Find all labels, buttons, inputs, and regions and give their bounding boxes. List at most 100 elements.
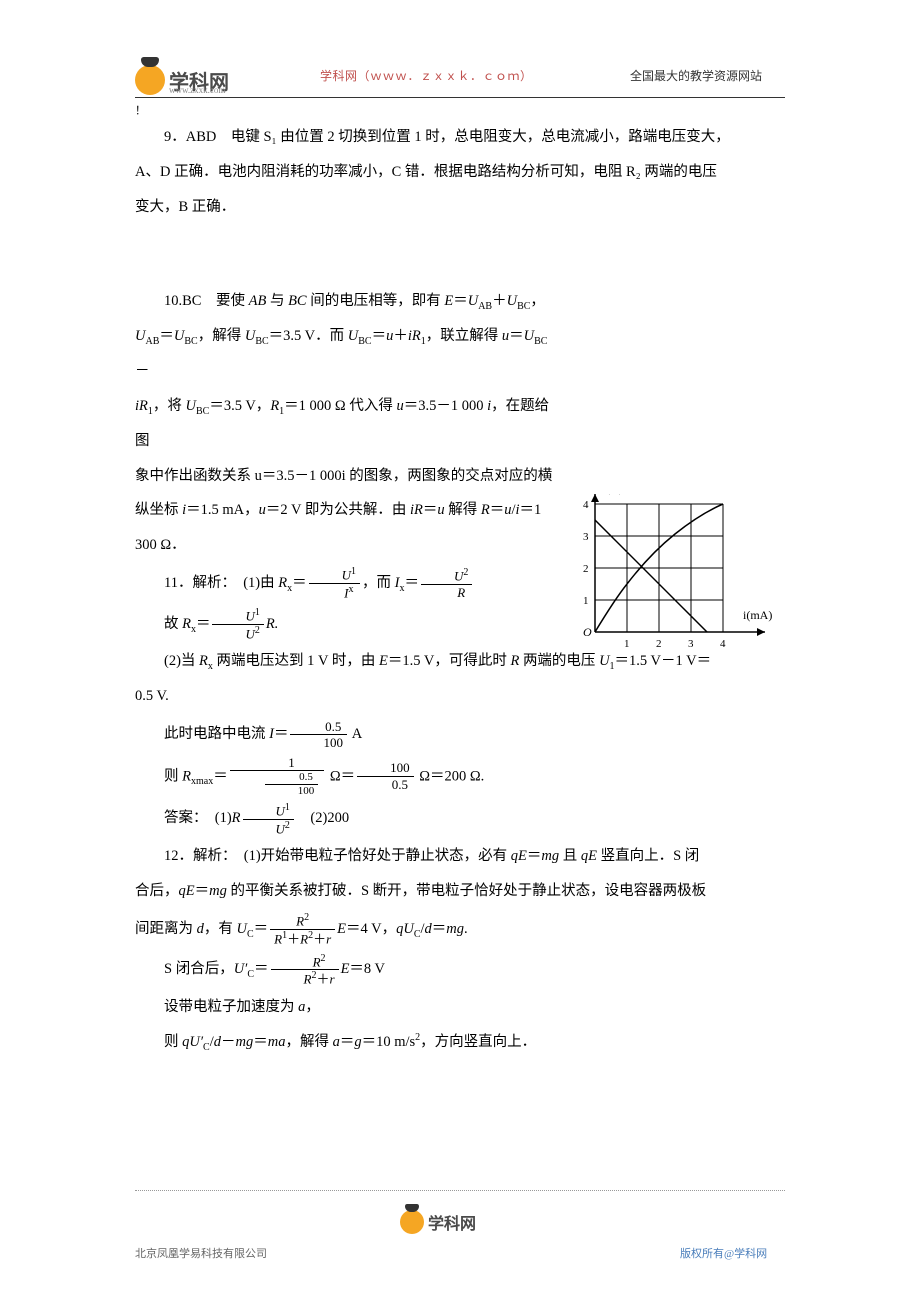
s: 2 (304, 912, 309, 923)
t: R. (266, 616, 278, 632)
t: 解得 (445, 502, 481, 518)
mg: mg (209, 883, 227, 899)
t: 10.BC 要使 (164, 293, 249, 309)
t: 则 (164, 1034, 182, 1050)
d: d (425, 921, 432, 937)
q9-line2: A、D 正确．电池内阻消耗的功率减小，C 错．根据电路结构分析可知，电阻 R₂ … (135, 155, 785, 190)
s: 2 (321, 953, 326, 964)
d: R (421, 585, 472, 601)
q12-line6: 则 qU′C/d－mg＝ma，解得 a＝g＝10 m/s2，方向竖直向上． (135, 1025, 785, 1060)
iR: iR (135, 398, 148, 414)
logo: 学科网 www.zxxk.com (135, 60, 235, 100)
t: 故 (164, 616, 182, 632)
q11-line5: 此时电路中电流 I＝0.5100 A (135, 714, 785, 755)
t: ＝1.5 mA， (186, 502, 259, 518)
u: u (259, 502, 266, 518)
xt2: 2 (656, 638, 662, 650)
t: ，方向竖直向上． (420, 1034, 536, 1050)
Up: U′ (189, 1034, 203, 1050)
footer-logo-icon (400, 1210, 424, 1234)
t: ，将 (153, 398, 186, 414)
t: ＝10 m/s (362, 1034, 416, 1050)
q12-line5: 设带电粒子加速度为 a， (135, 990, 785, 1025)
t: 竖直向上．S 闭 (597, 848, 699, 864)
d: 100 (290, 735, 347, 751)
xlabel: i(mA) (743, 608, 772, 622)
t: ＝3.5 V．而 (269, 328, 348, 344)
eq: ＝ (432, 921, 447, 937)
sub: BC (196, 406, 209, 417)
q10-block: 10.BC 要使 AB 与 BC 间的电压相等，即有 E＝UAB＋UBC， UA… (135, 284, 555, 563)
U: U (348, 328, 358, 344)
q10-line5: 纵坐标 i＝1.5 mA，u＝2 V 即为公共解．由 iR＝u 解得 R＝u/i… (135, 493, 555, 528)
t: ＝2 V 即为公共解．由 (266, 502, 410, 518)
t: Ω＝ (326, 768, 355, 784)
qE: qE (511, 848, 527, 864)
sub: C (247, 929, 254, 940)
t: － (135, 363, 150, 379)
t: 答案： (1) (164, 810, 232, 826)
chart: O 1 2 3 4 1 2 3 4 u(V) i(mA) (565, 494, 785, 674)
frac: R2R1＋R2＋r (270, 912, 335, 947)
t: ，解得 (285, 1034, 332, 1050)
d: 0.5 (357, 777, 414, 793)
main-content: 9．ABD 电键 S₁ 由位置 2 切换到位置 1 时，总电阻变大，总电流减小，… (135, 120, 785, 1060)
y-arrow (591, 494, 599, 502)
mg: mg (446, 921, 464, 937)
frac: 0.5100 (290, 719, 347, 751)
eq: ＝ (404, 575, 419, 591)
t: ＝1 000 Ω 代入得 (284, 398, 396, 414)
t: ＝3.5 V， (209, 398, 270, 414)
a: a (333, 1034, 340, 1050)
g: g (354, 1034, 361, 1050)
eq: ＝ (340, 1034, 355, 1050)
exclamation: ！ (135, 102, 146, 118)
line1 (595, 520, 707, 632)
sub: AB (478, 301, 492, 312)
s: 1 (282, 930, 287, 941)
ma: ma (268, 1034, 286, 1050)
E: E (337, 921, 346, 937)
R: R (182, 616, 191, 632)
q11-line7: 答案： (1)RU1U2 (2)200 (135, 798, 785, 839)
U: U (174, 328, 184, 344)
t: 两端电压达到 1 V 时，由 (213, 653, 379, 669)
q9-line1: 9．ABD 电键 S₁ 由位置 2 切换到位置 1 时，总电阻变大，总电流减小，… (135, 120, 785, 155)
U: U (186, 398, 196, 414)
t: ， (530, 293, 545, 309)
t: 间的电压相等，即有 (307, 293, 445, 309)
frac: R2R2＋r (271, 953, 339, 988)
q12-line3: 间距离为 d，有 UC＝R2R1＋R2＋rE＝4 V，qUC/d＝mg. (135, 909, 785, 950)
q12-line1: 12．解析： (1)开始带电粒子恰好处于静止状态，必有 qE＝mg 且 qE 竖… (135, 839, 785, 874)
yt1: 1 (583, 595, 589, 607)
d: R (300, 931, 308, 946)
eq: ＝ (253, 1034, 268, 1050)
eq: ＝ (509, 328, 524, 344)
footer-logo-text: 学科网 (428, 1210, 476, 1234)
n: U (276, 803, 285, 818)
grid (595, 504, 723, 632)
t: － (221, 1034, 236, 1050)
u: u (504, 502, 511, 518)
n: R (296, 913, 304, 928)
R: R (199, 653, 208, 669)
q11-line6: 则 Rxmax＝10.5100 Ω＝1000.5 Ω＝200 Ω. (135, 755, 785, 799)
U: U (468, 293, 478, 309)
yt2: 2 (583, 563, 589, 575)
sub: BC (517, 301, 530, 312)
s: 2 (308, 930, 313, 941)
s: 1 (285, 802, 290, 813)
t: 的平衡关系被打破．S 断开，带电粒子恰好处于静止状态，设电容器两极板 (227, 883, 706, 899)
q11-line4: 0.5 V. (135, 679, 785, 714)
r: r (326, 931, 331, 946)
t: ＝4 V， (346, 921, 396, 937)
footer-divider (135, 1190, 785, 1191)
t: 与 (266, 293, 288, 309)
ab: AB (249, 293, 267, 309)
s: 1 (351, 566, 356, 577)
q10-line4: 象中作出函数关系 u＝3.5－1 000i 的图象，两图象的交点对应的横 (135, 459, 555, 494)
t: ＝ (159, 328, 174, 344)
t: ，解得 (198, 328, 245, 344)
s: 2 (285, 820, 290, 831)
n: U (454, 568, 463, 583)
